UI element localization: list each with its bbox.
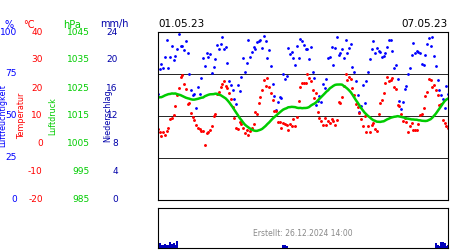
Text: 50: 50 [5,112,17,120]
Text: 1045: 1045 [67,28,90,36]
Text: 4: 4 [112,168,118,176]
Text: Luftfeuchtigkeit: Luftfeuchtigkeit [0,84,8,148]
Bar [442,242,444,248]
Text: 16: 16 [106,84,118,92]
Text: 985: 985 [73,196,90,204]
Text: mm/h: mm/h [100,20,129,30]
Text: 75: 75 [5,70,17,78]
Text: 01.05.23: 01.05.23 [158,20,204,30]
Text: 100: 100 [0,28,17,36]
Bar [159,243,161,248]
Text: 1015: 1015 [67,112,90,120]
Text: Temperatur: Temperatur [17,93,26,139]
Bar [440,242,442,248]
Text: 1025: 1025 [67,84,90,92]
Bar [444,243,446,248]
Bar [445,246,447,248]
Text: 12: 12 [107,112,118,120]
Text: Luftdruck: Luftdruck [49,97,58,135]
Text: 30: 30 [31,56,43,64]
Bar [166,245,168,248]
Text: 07.05.23: 07.05.23 [402,20,448,30]
Bar [167,244,170,248]
Text: hPa: hPa [63,20,81,30]
Bar [174,245,176,248]
Bar [438,246,441,248]
Text: 24: 24 [107,28,118,36]
Bar [171,244,173,248]
Text: 20: 20 [32,84,43,92]
Text: 0: 0 [37,140,43,148]
Text: -10: -10 [28,168,43,176]
Text: 1035: 1035 [67,56,90,64]
Bar [284,245,286,248]
Bar [164,244,166,248]
Text: %: % [4,20,13,30]
Bar [285,246,288,248]
Text: 1005: 1005 [67,140,90,148]
Text: 25: 25 [6,154,17,162]
Bar [435,243,437,248]
Text: °C: °C [23,20,35,30]
Bar [447,245,449,248]
Bar [169,242,171,248]
Text: -20: -20 [28,196,43,204]
Text: 995: 995 [73,168,90,176]
Text: 20: 20 [107,56,118,64]
Text: 8: 8 [112,140,118,148]
Bar [436,245,439,248]
Bar [173,243,175,248]
Text: Niederschlag: Niederschlag [104,90,112,142]
Bar [161,245,162,248]
Bar [157,243,159,248]
Bar [176,241,178,248]
Bar [282,245,284,248]
Text: Erstellt: 26.12.2024 14:00: Erstellt: 26.12.2024 14:00 [253,230,353,238]
Text: 40: 40 [32,28,43,36]
Text: 0: 0 [112,196,118,204]
Bar [162,246,164,248]
Text: 10: 10 [31,112,43,120]
Text: 0: 0 [11,196,17,204]
